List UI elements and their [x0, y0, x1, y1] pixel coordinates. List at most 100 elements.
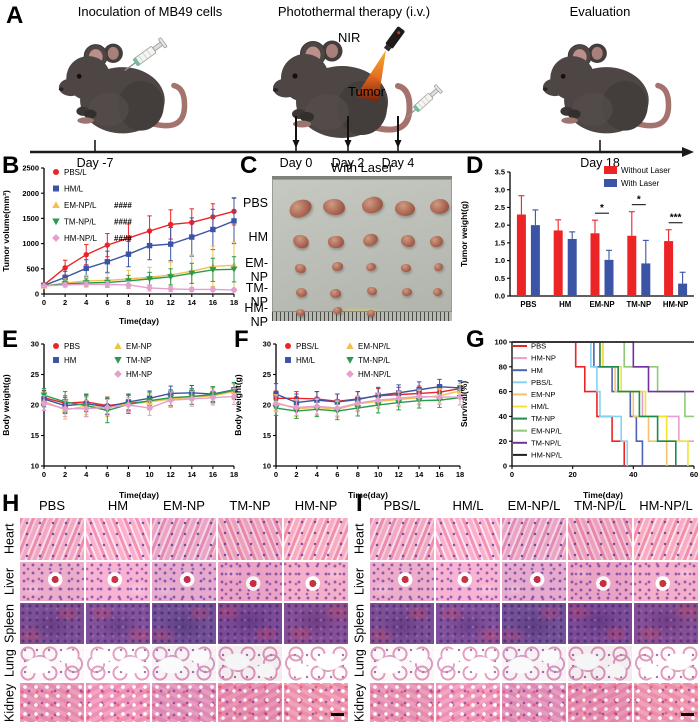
histology-column-header: HM-NP/L	[639, 498, 693, 513]
svg-text:TM-NP/L: TM-NP/L	[64, 217, 97, 226]
excised-tumor	[286, 196, 314, 220]
svg-text:Time(day): Time(day)	[583, 490, 623, 500]
histology-grid	[370, 518, 698, 722]
histology-image-kidney	[152, 683, 216, 722]
svg-text:0: 0	[35, 290, 39, 299]
histology-row-label: Kidney	[352, 683, 367, 722]
histology-image-heart	[218, 518, 282, 560]
svg-text:####: ####	[114, 201, 132, 210]
svg-text:10: 10	[145, 470, 153, 479]
svg-text:PBS: PBS	[531, 342, 546, 351]
histology-image-liver	[86, 562, 150, 601]
svg-text:EM-NP/L: EM-NP/L	[64, 201, 97, 210]
scale-bar	[331, 713, 344, 716]
histology-row-label: Liver	[2, 567, 17, 596]
histology-image-kidney	[20, 683, 84, 722]
histology-image-kidney	[370, 683, 434, 722]
histology-image-heart	[284, 518, 348, 560]
svg-text:40: 40	[499, 412, 507, 421]
svg-text:16: 16	[209, 298, 217, 307]
svg-text:6: 6	[105, 298, 109, 307]
svg-text:25: 25	[31, 370, 39, 379]
svg-text:25: 25	[263, 370, 271, 379]
panel-letter-g: G	[466, 326, 485, 353]
excised-tumor	[294, 286, 308, 298]
svg-text:*: *	[637, 195, 641, 206]
histology-image-spleen	[284, 603, 348, 644]
histology-image-liver	[284, 562, 348, 601]
laser-beam	[356, 50, 386, 102]
bar-With Laser-PBS	[530, 225, 540, 296]
histology-image-lung	[20, 646, 84, 681]
svg-text:20: 20	[263, 401, 271, 410]
svg-text:100: 100	[494, 338, 507, 347]
svg-text:2500: 2500	[22, 164, 39, 173]
histology-image-kidney	[634, 683, 698, 722]
histology-image-kidney	[436, 683, 500, 722]
svg-text:14: 14	[188, 298, 197, 307]
bar-Without Laser-HM-NP	[664, 241, 674, 296]
legend: PBS/L HM/L EM-NP/L TM-NP/L HM-NP/L	[285, 342, 391, 379]
survival-curve-PBS/L	[512, 341, 629, 466]
excised-tumor	[291, 232, 311, 250]
svg-text:3.0: 3.0	[495, 185, 505, 194]
svg-text:16: 16	[435, 470, 443, 479]
histology-row-label: Lung	[352, 649, 367, 678]
panel-letter-b: B	[2, 152, 20, 179]
excised-tumor	[433, 262, 445, 272]
svg-text:PBS: PBS	[520, 300, 536, 309]
svg-text:10: 10	[374, 470, 382, 479]
svg-text:14: 14	[188, 470, 197, 479]
svg-text:PBS/L: PBS/L	[64, 168, 87, 177]
histology-image-liver	[152, 562, 216, 601]
svg-text:PBS/L: PBS/L	[531, 378, 553, 387]
svg-text:HM/L: HM/L	[296, 356, 316, 365]
svg-text:6: 6	[335, 470, 339, 479]
bar-With Laser-EM-NP	[604, 259, 614, 296]
panel-a-schematic: A Inoculation of MB49 cells Photothermal…	[0, 0, 700, 175]
timeline-day-label: Day -7	[76, 156, 114, 170]
panel-c-tumor-photo: C With Laser PBS HM EM-NP TM-NP HM-NP	[236, 152, 465, 329]
bar-With Laser-TM-NP	[641, 263, 651, 296]
bar-Without Laser-TM-NP	[627, 235, 637, 296]
svg-text:TM-NP/L: TM-NP/L	[358, 356, 391, 365]
histology-image-spleen	[436, 603, 500, 644]
svg-text:1000: 1000	[22, 239, 39, 248]
bar-With Laser-HM-NP	[678, 283, 688, 296]
svg-text:4: 4	[84, 470, 89, 479]
bar-Without Laser-PBS	[516, 214, 526, 296]
histology-image-lung	[634, 646, 698, 681]
svg-text:HM-NP: HM-NP	[126, 370, 152, 379]
svg-text:EM-NP: EM-NP	[126, 342, 152, 351]
photo-row-label: PBS	[242, 196, 268, 210]
excised-tumor	[329, 288, 341, 298]
svg-text:PBS/L: PBS/L	[296, 342, 319, 351]
svg-text:HM/L: HM/L	[531, 402, 549, 411]
histology-image-spleen	[218, 603, 282, 644]
svg-text:HM: HM	[64, 356, 77, 365]
svg-text:20: 20	[31, 401, 39, 410]
histology-row-label: Lung	[2, 649, 17, 678]
histology-row-label: Heart	[2, 523, 17, 555]
timeline-day-label: Day 2	[331, 156, 365, 170]
ruler	[272, 311, 452, 321]
legend: PBS HM EM-NP TM-NP HM-NP	[53, 342, 152, 379]
svg-text:0: 0	[503, 462, 507, 471]
histology-image-lung	[284, 646, 348, 681]
svg-text:HM: HM	[559, 300, 571, 309]
histology-row-label: Kidney	[2, 683, 17, 722]
svg-text:0: 0	[274, 470, 278, 479]
svg-text:2: 2	[294, 470, 298, 479]
svg-text:12: 12	[166, 298, 174, 307]
svg-text:0: 0	[42, 298, 46, 307]
svg-text:0.0: 0.0	[495, 292, 505, 301]
bar-Without Laser-HM	[553, 230, 563, 296]
photo-row-label: HM-NP	[244, 301, 268, 329]
histology-image-liver	[218, 562, 282, 601]
histology-column-header: HM/L	[452, 498, 484, 513]
mouse-evaluation	[543, 44, 669, 134]
histology-image-heart	[370, 518, 434, 560]
photo-title: With Laser	[330, 160, 394, 175]
svg-text:Body weight(g): Body weight(g)	[1, 374, 11, 436]
legend: PBS/L HM/L EM-NP/L #### TM-NP/L #### HM-NP/L ##…	[52, 168, 132, 243]
